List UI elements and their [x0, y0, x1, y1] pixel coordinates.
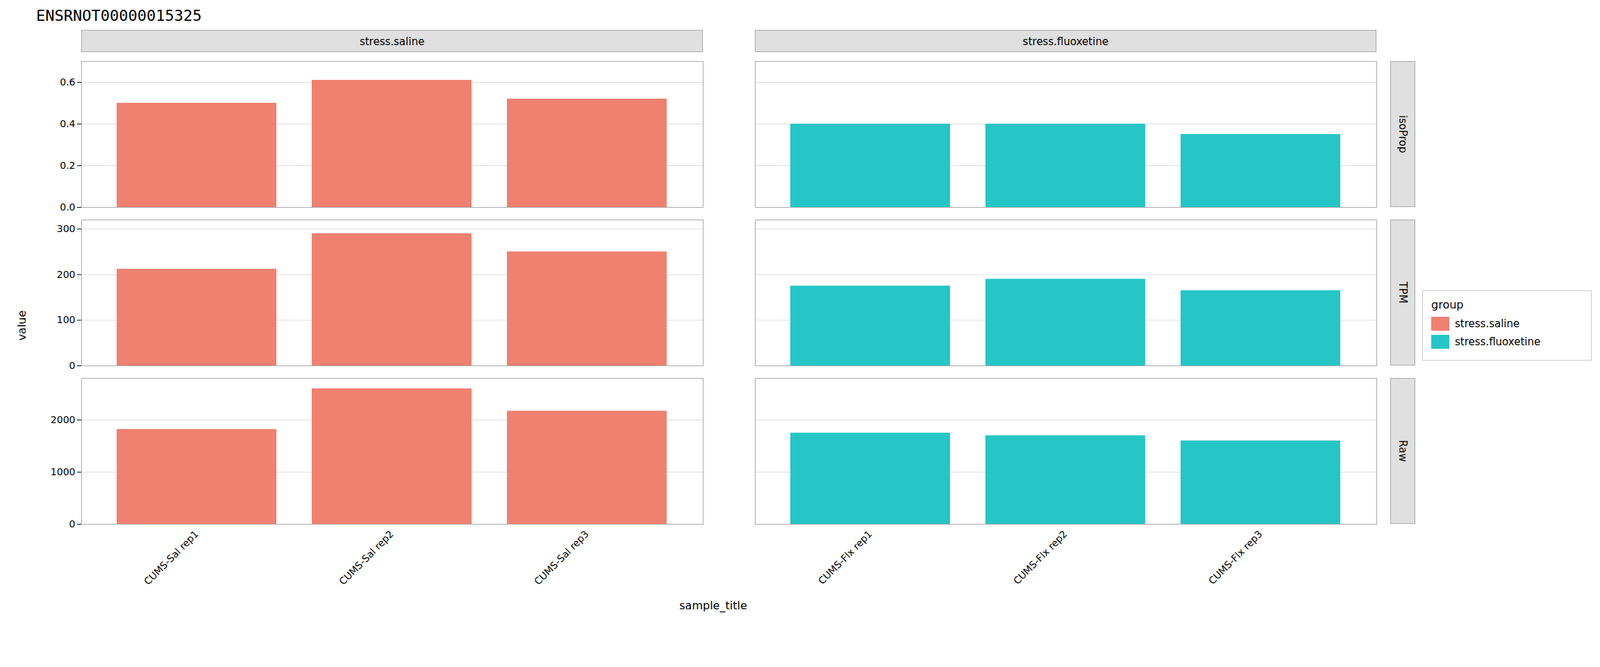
svg-text:0.0: 0.0	[59, 201, 75, 211]
html-text:Raw: Raw	[1396, 439, 1410, 462]
html-text:group: group	[1431, 297, 1464, 312]
svg-text:0.4: 0.4	[59, 118, 75, 130]
svg-text:CUMS-Flx rep2: CUMS-Flx rep2	[1011, 527, 1070, 587]
svg-text:0: 0	[69, 359, 76, 369]
html-text:TPM: TPM	[1396, 281, 1410, 304]
html-text:stress.fluoxetine: stress.fluoxetine	[1022, 35, 1109, 48]
svg-text:0.6: 0.6	[59, 76, 75, 88]
html-text:value: value	[15, 310, 29, 341]
svg-text:CUMS-Flx rep1: CUMS-Flx rep1	[815, 527, 875, 587]
svg-text:1000: 1000	[50, 465, 76, 478]
svg-text:300: 300	[56, 222, 76, 235]
svg-text:2000: 2000	[50, 413, 76, 425]
svg-text:CUMS-Sal rep1: CUMS-Sal rep1	[141, 527, 201, 587]
html-text:stress.fluoxetine: stress.fluoxetine	[1454, 335, 1541, 348]
svg-text:CUMS-Sal rep2: CUMS-Sal rep2	[336, 527, 396, 587]
html-text:stress.saline: stress.saline	[1454, 317, 1520, 330]
svg-text:CUMS-Flx rep3: CUMS-Flx rep3	[1206, 527, 1265, 587]
html-text:sample_title: sample_title	[679, 598, 748, 612]
html-text:stress.saline: stress.saline	[359, 35, 425, 48]
html-text:ENSRNOT00000015325: ENSRNOT00000015325	[36, 6, 202, 25]
svg-text:0.2: 0.2	[59, 159, 75, 171]
svg-text:CUMS-Sal rep3: CUMS-Sal rep3	[531, 527, 591, 587]
svg-text:100: 100	[56, 313, 76, 325]
svg-text:0: 0	[69, 518, 76, 530]
html-text:isoProp: isoProp	[1396, 115, 1410, 153]
svg-text:200: 200	[56, 268, 76, 280]
